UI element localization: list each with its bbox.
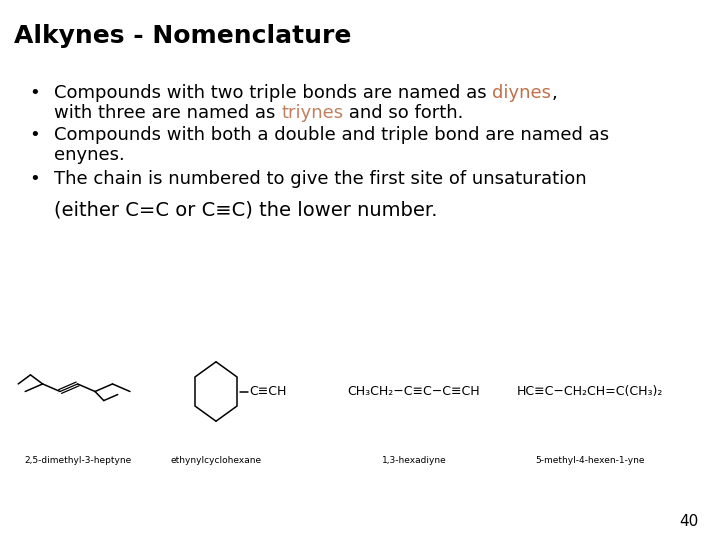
Text: with three are named as: with three are named as [54,104,281,122]
Text: Compounds with both a double and triple bond are named as: Compounds with both a double and triple … [54,126,609,144]
Text: triynes: triynes [281,104,343,122]
Text: (either C=C or C≡C) the lower number.: (either C=C or C≡C) the lower number. [54,200,438,220]
Text: •: • [29,126,40,144]
Text: Alkynes - Nomenclature: Alkynes - Nomenclature [14,24,352,48]
Text: 1,3-hexadiyne: 1,3-hexadiyne [382,456,446,465]
Text: CH₃CH₂−C≡C−C≡CH: CH₃CH₂−C≡C−C≡CH [348,385,480,398]
Text: and so forth.: and so forth. [343,104,464,122]
Text: enynes.: enynes. [54,146,125,164]
Text: ,: , [552,84,557,102]
Text: 2,5-dimethyl-3-heptyne: 2,5-dimethyl-3-heptyne [24,456,131,465]
Text: 5-methyl-4-hexen-1-yne: 5-methyl-4-hexen-1-yne [536,456,645,465]
Text: C≡CH: C≡CH [249,385,287,398]
Text: Compounds with two triple bonds are named as: Compounds with two triple bonds are name… [54,84,492,102]
Text: diynes: diynes [492,84,552,102]
Text: ethynylcyclohexane: ethynylcyclohexane [171,456,261,465]
Text: HC≡C−CH₂CH=C(CH₃)₂: HC≡C−CH₂CH=C(CH₃)₂ [517,385,664,398]
Text: •: • [29,84,40,102]
Text: The chain is numbered to give the first site of unsaturation: The chain is numbered to give the first … [54,170,587,188]
Text: 40: 40 [679,514,698,529]
Text: •: • [29,170,40,188]
